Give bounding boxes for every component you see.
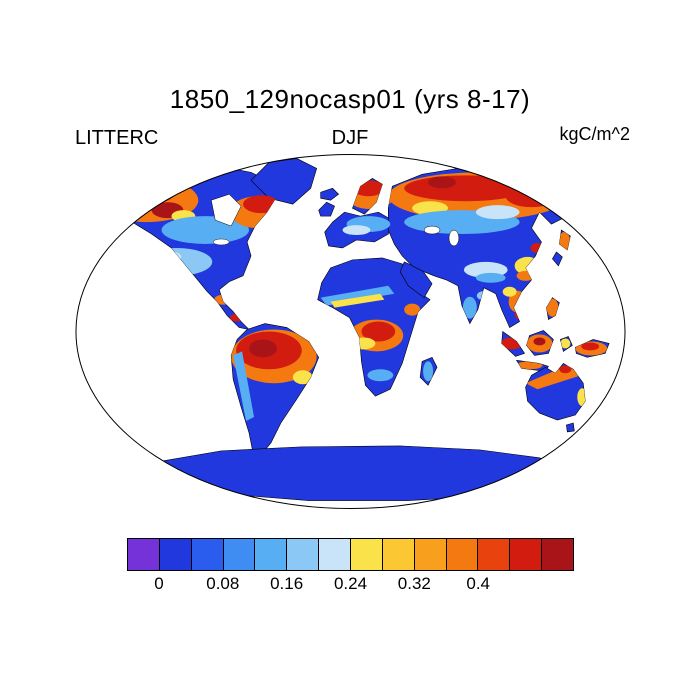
europe-pale-region: [342, 225, 371, 236]
colorbar-tick-label: 0.08: [206, 574, 240, 593]
colorbar-tick-label: 0.32: [397, 574, 431, 593]
colorbar-cell: [159, 539, 192, 570]
chukotka-red-region: [551, 193, 576, 212]
colorbar-tick-label: 0.4: [466, 574, 491, 593]
madagascar-cyan-region: [423, 361, 434, 382]
colorbar-ticks: 0 0.08 0.16 0.24 0.32 0.4: [127, 574, 574, 596]
siberia-pale-region: [475, 205, 520, 220]
variable-label: LITTERC: [75, 127, 159, 149]
island-new-zealand-north: [607, 410, 618, 426]
myanmar-yellow-region: [502, 286, 517, 297]
congo-red-region: [361, 321, 396, 342]
continent-australia: [525, 362, 586, 421]
andes-cyan-strip: [233, 351, 255, 422]
scandinavia-red-region: [352, 180, 385, 197]
plot-title: 1850_129nocasp01 (yrs 8-17): [169, 84, 531, 114]
colorbar-cell: [382, 539, 415, 570]
season-label: DJF: [331, 127, 369, 149]
colorbar-cell: [414, 539, 447, 570]
colorbar-cell: [223, 539, 256, 570]
quebec-red-region: [243, 195, 279, 214]
new-guinea-red-region: [581, 342, 600, 351]
new-zealand-orange-region: [599, 413, 618, 441]
great-lakes: [213, 238, 230, 246]
sulawesi-yellow-region: [560, 338, 571, 349]
brazil-yellow-region: [292, 370, 313, 385]
philippines-orange-region: [546, 298, 559, 317]
colorbar-cell: [351, 539, 383, 570]
continent-antarctica: [129, 445, 568, 502]
malay-red-region: [514, 309, 525, 320]
colorbar-cell: [446, 539, 479, 570]
mexico-orange-region: [214, 294, 233, 305]
borneo-darkred-region: [533, 337, 546, 346]
java-orange-region: [516, 361, 543, 370]
world-map: [72, 150, 629, 514]
east-africa-orange-region: [404, 303, 421, 316]
island-iceland: [320, 187, 340, 201]
central-america-red-region: [230, 313, 245, 322]
india-west-cyan-region: [462, 296, 477, 319]
japan-orange-region: [558, 232, 571, 252]
colorbar-cell: [128, 539, 160, 570]
australia-east-yellow-region: [577, 388, 588, 407]
island-britain: [318, 201, 336, 217]
cape-york-red-region: [559, 365, 572, 374]
colorbar-cell: [287, 539, 320, 570]
himalaya-cyan-region: [475, 272, 506, 283]
colorbar-tick-label: 0.24: [333, 574, 368, 593]
colorbar-cell: [319, 539, 352, 570]
congo-yellow-region: [351, 337, 376, 350]
colorbar-cell: [191, 539, 224, 570]
colorbar-cell: [478, 539, 511, 570]
us-paleblue-region: [151, 250, 182, 263]
colorbar-tick-label: 0.16: [270, 574, 304, 593]
us-lightblue-region: [140, 247, 213, 276]
south-china-orange-region: [516, 270, 535, 281]
amazon-darkred-region: [249, 339, 277, 358]
colorbar-cell: [510, 539, 543, 570]
map-outline: [75, 153, 626, 510]
island-new-zealand-south: [598, 426, 610, 442]
sahel-yellow-band: [330, 293, 385, 308]
units-label: kgC/m^2: [559, 124, 630, 144]
india-north-lightblue-region: [476, 290, 495, 301]
southern-africa-cyan-region: [367, 369, 394, 382]
black-sea: [423, 225, 441, 235]
hudson-bay: [210, 193, 242, 227]
sumatra-red-region: [500, 337, 523, 350]
island-tasmania: [565, 422, 575, 433]
siberia-darkred-region: [428, 176, 456, 189]
colorbar-cell: [255, 539, 288, 570]
colorbar: [127, 538, 574, 571]
world-map-svg: [75, 153, 626, 510]
colorbar-cell: [542, 539, 574, 570]
colorbar-tick-label: 0: [154, 574, 164, 593]
caspian-sea: [448, 229, 460, 247]
